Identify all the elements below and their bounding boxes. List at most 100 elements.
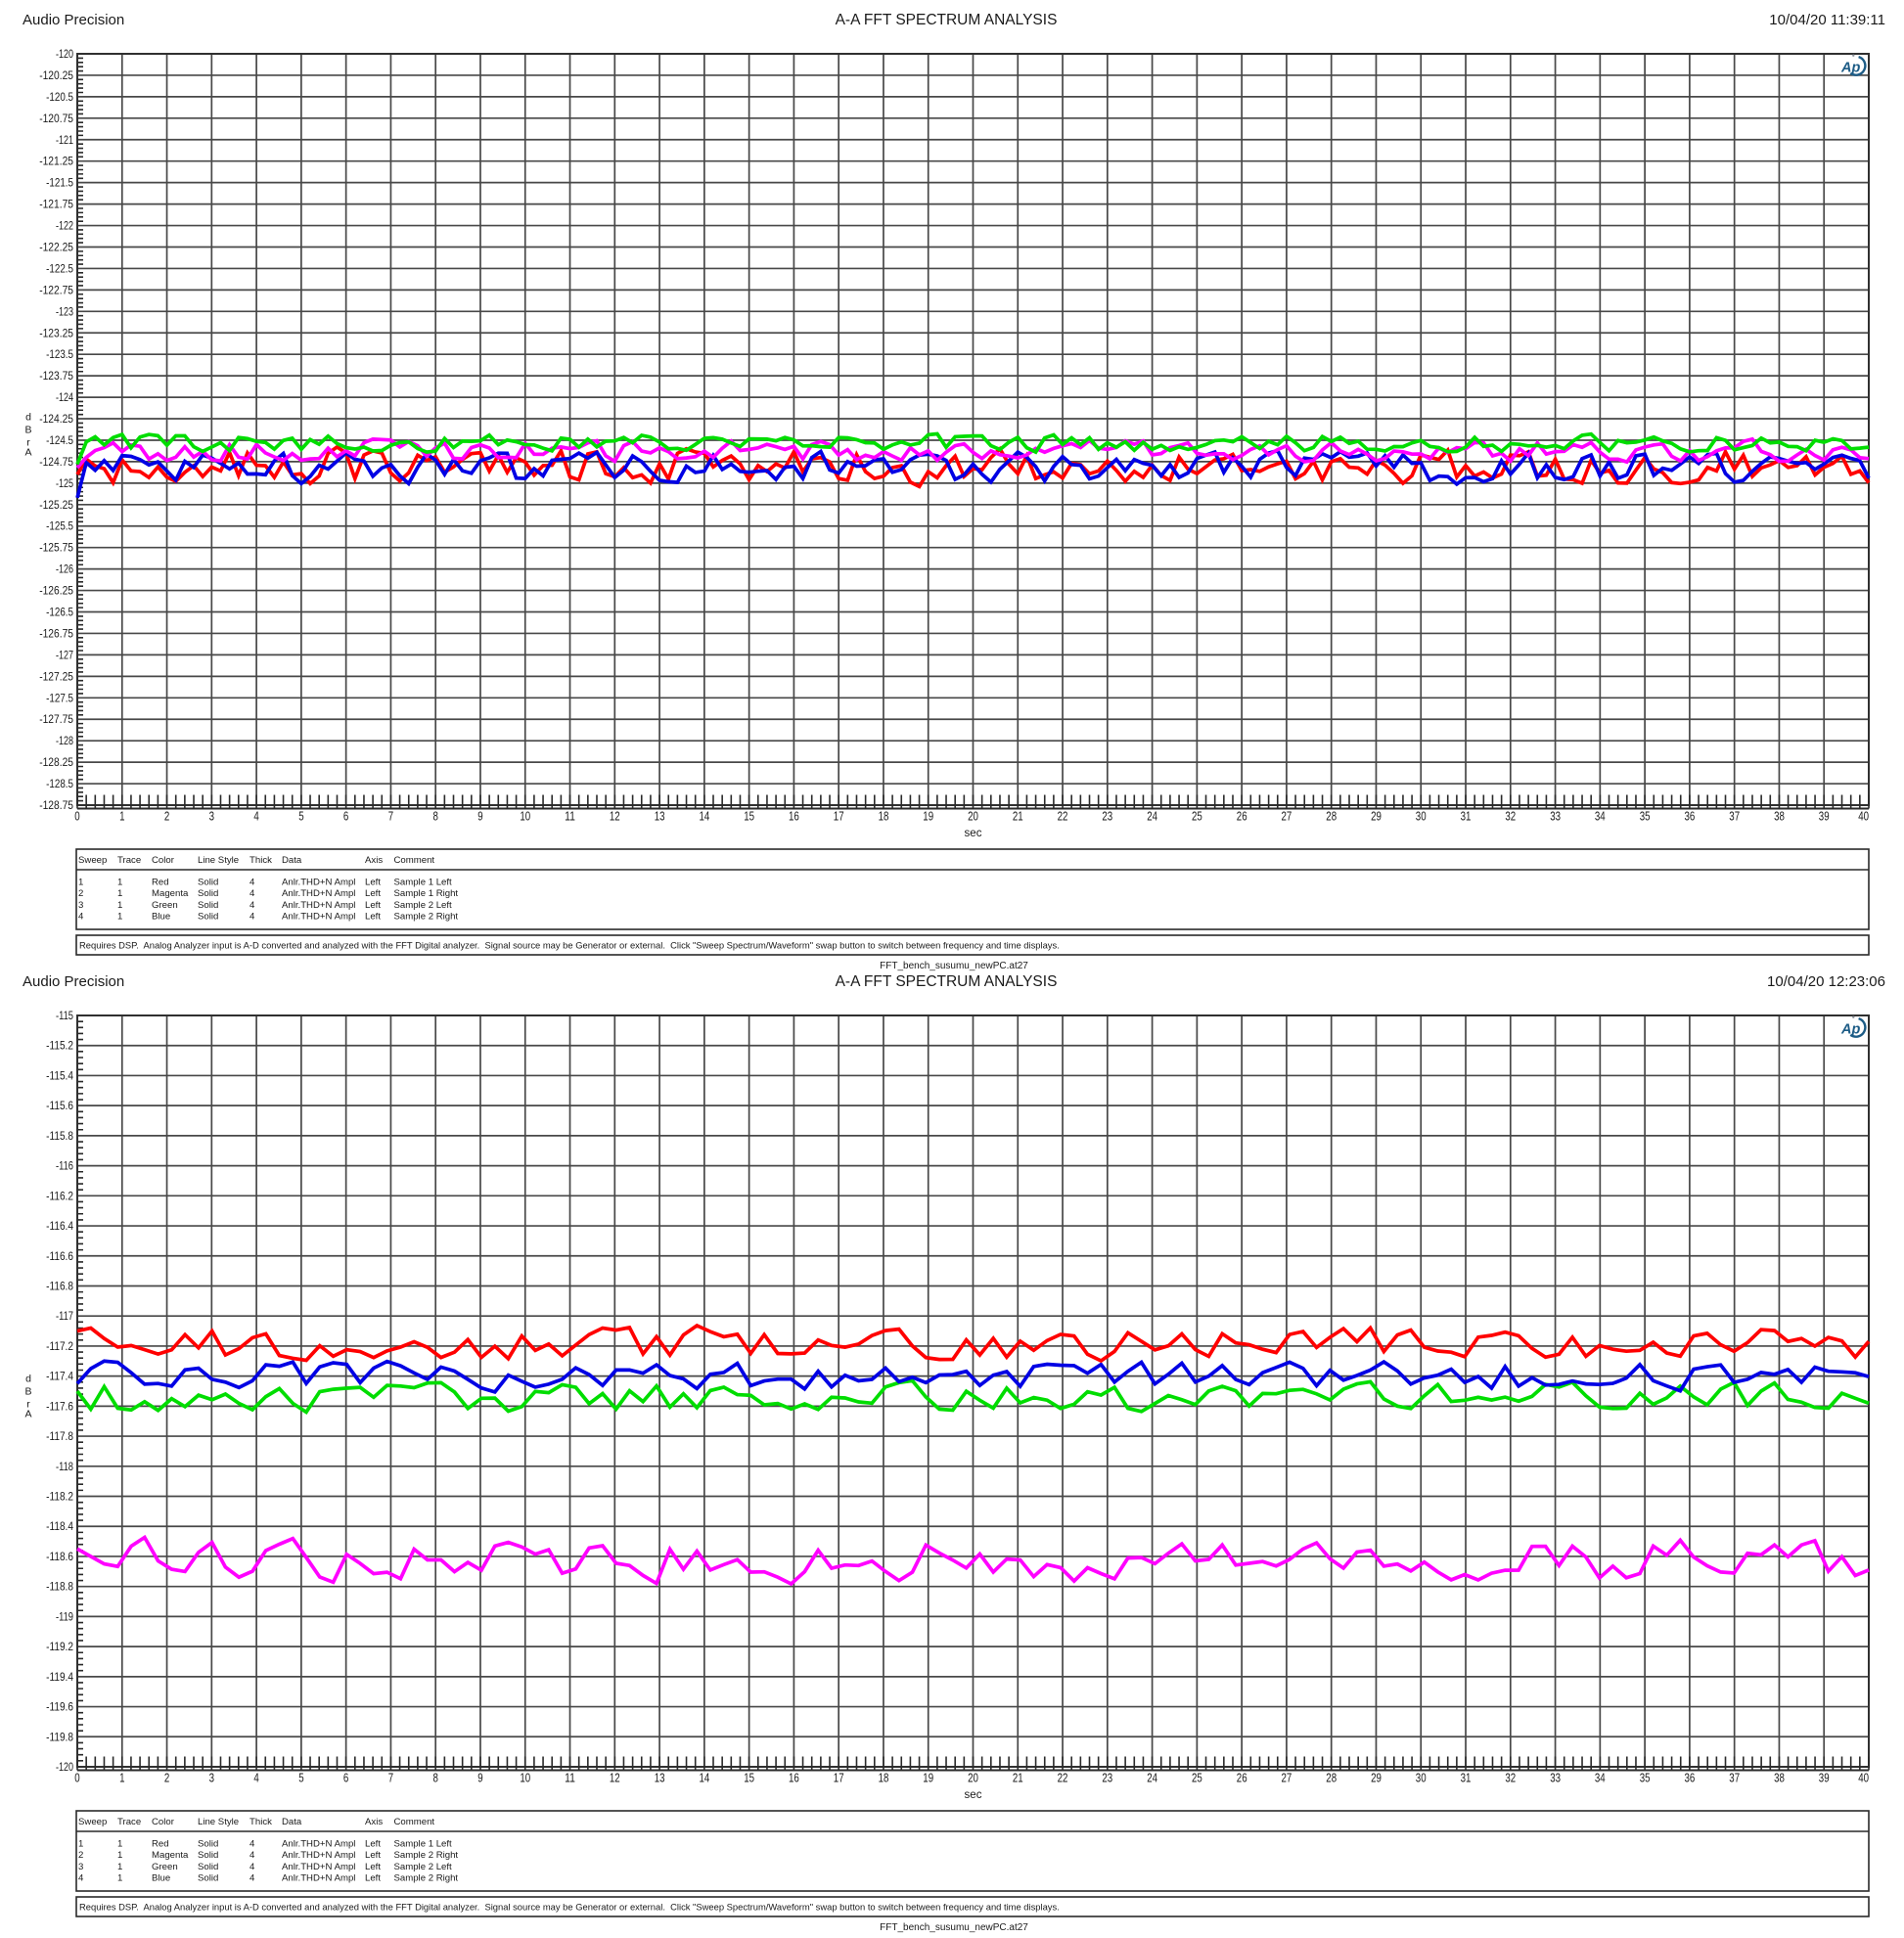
svg-text:34: 34 <box>1595 810 1606 824</box>
svg-text:-126.75: -126.75 <box>39 629 73 641</box>
svg-text:-125: -125 <box>56 478 73 490</box>
svg-text:1: 1 <box>78 1839 83 1850</box>
svg-text:3: 3 <box>209 1772 214 1785</box>
svg-text:4: 4 <box>249 1839 255 1850</box>
svg-text:4: 4 <box>249 900 255 911</box>
svg-text:6: 6 <box>343 810 348 824</box>
svg-text:sec: sec <box>965 828 982 839</box>
svg-text:23: 23 <box>1102 1772 1112 1785</box>
svg-text:Trace: Trace <box>117 1817 141 1827</box>
svg-text:1: 1 <box>117 1850 122 1861</box>
svg-text:Anlr.THD+N Ampl: Anlr.THD+N Ampl <box>282 1850 355 1861</box>
svg-text:17: 17 <box>834 1772 844 1785</box>
svg-text:15: 15 <box>744 810 754 824</box>
svg-text:22: 22 <box>1058 810 1068 824</box>
svg-text:-126.25: -126.25 <box>39 586 73 598</box>
svg-text:-118.4: -118.4 <box>46 1521 73 1533</box>
svg-text:-116.6: -116.6 <box>46 1251 73 1263</box>
svg-text:Green: Green <box>152 900 178 911</box>
svg-text:19: 19 <box>923 1772 933 1785</box>
svg-text:27: 27 <box>1282 1772 1292 1785</box>
svg-text:Audio Precision: Audio Precision <box>23 12 124 28</box>
svg-text:Sample 2 Right: Sample 2 Right <box>394 1850 459 1861</box>
svg-text:Ap: Ap <box>1840 1022 1860 1038</box>
svg-text:Requires DSP. Analog Analyzer: Requires DSP. Analog Analyzer input is A… <box>79 1902 1060 1913</box>
svg-text:-121.75: -121.75 <box>39 200 73 211</box>
svg-text:32: 32 <box>1505 1772 1516 1785</box>
svg-text:Solid: Solid <box>198 1862 218 1872</box>
svg-text:31: 31 <box>1461 1772 1472 1785</box>
svg-text:20: 20 <box>968 1772 978 1785</box>
svg-text:37: 37 <box>1729 810 1740 824</box>
svg-text:-116.8: -116.8 <box>46 1282 73 1293</box>
svg-text:-124.25: -124.25 <box>39 414 73 426</box>
svg-text:-121: -121 <box>56 135 73 147</box>
svg-text:-118.6: -118.6 <box>46 1552 73 1563</box>
svg-text:Left: Left <box>365 900 381 911</box>
svg-text:4: 4 <box>249 912 255 923</box>
svg-text:0: 0 <box>74 1772 79 1785</box>
svg-text:-123: -123 <box>56 306 73 318</box>
svg-text:Red: Red <box>152 1839 169 1850</box>
svg-text:21: 21 <box>1013 1772 1023 1785</box>
svg-text:-118: -118 <box>56 1462 73 1473</box>
svg-text:Blue: Blue <box>152 912 170 923</box>
svg-text:12: 12 <box>610 1772 620 1785</box>
svg-text:Left: Left <box>365 1850 381 1861</box>
svg-text:36: 36 <box>1685 810 1696 824</box>
svg-text:-120.25: -120.25 <box>39 70 73 82</box>
svg-text:Sample 2 Left: Sample 2 Left <box>394 900 453 911</box>
svg-text:-128.5: -128.5 <box>46 779 73 790</box>
svg-text:r: r <box>26 437 30 449</box>
svg-text:-125.75: -125.75 <box>39 543 73 555</box>
svg-text:7: 7 <box>388 810 393 824</box>
svg-text:32: 32 <box>1505 810 1516 824</box>
svg-text:Solid: Solid <box>198 888 218 899</box>
svg-text:Color: Color <box>152 1817 175 1827</box>
svg-text:35: 35 <box>1640 810 1651 824</box>
svg-text:24: 24 <box>1147 810 1157 824</box>
svg-text:38: 38 <box>1774 1772 1785 1785</box>
svg-text:Left: Left <box>365 878 381 888</box>
svg-text:Ap: Ap <box>1840 61 1860 76</box>
svg-text:-115.2: -115.2 <box>46 1041 73 1053</box>
svg-text:r: r <box>26 1399 30 1411</box>
svg-text:-121.5: -121.5 <box>46 178 73 190</box>
svg-text:21: 21 <box>1013 810 1023 824</box>
svg-text:17: 17 <box>834 810 844 824</box>
svg-text:31: 31 <box>1461 810 1472 824</box>
svg-text:Solid: Solid <box>198 1850 218 1861</box>
svg-text:Line Style: Line Style <box>198 855 239 866</box>
svg-text:Left: Left <box>365 1873 381 1884</box>
svg-text:-124.75: -124.75 <box>39 457 73 469</box>
svg-text:Comment: Comment <box>394 1817 435 1827</box>
svg-text:33: 33 <box>1550 810 1561 824</box>
svg-text:Anlr.THD+N Ampl: Anlr.THD+N Ampl <box>282 888 355 899</box>
svg-text:26: 26 <box>1237 810 1247 824</box>
svg-text:B: B <box>24 1386 31 1398</box>
svg-text:10/04/20 12:23:06: 10/04/20 12:23:06 <box>1767 973 1885 990</box>
svg-text:-123.25: -123.25 <box>39 328 73 339</box>
svg-text:Solid: Solid <box>198 1839 218 1850</box>
svg-text:-123.5: -123.5 <box>46 349 73 361</box>
svg-text:4: 4 <box>78 1873 84 1884</box>
svg-text:1: 1 <box>117 900 122 911</box>
svg-text:-127.25: -127.25 <box>39 671 73 683</box>
svg-text:Line Style: Line Style <box>198 1817 239 1827</box>
svg-text:28: 28 <box>1326 810 1337 824</box>
svg-text:Sample 1 Left: Sample 1 Left <box>394 878 453 888</box>
svg-text:-123.75: -123.75 <box>39 371 73 383</box>
svg-text:8: 8 <box>433 1772 438 1785</box>
svg-text:-122.75: -122.75 <box>39 285 73 296</box>
svg-text:3: 3 <box>78 900 83 911</box>
svg-text:Comment: Comment <box>394 855 435 866</box>
svg-text:1: 1 <box>78 878 83 888</box>
svg-text:Left: Left <box>365 888 381 899</box>
svg-text:-122: -122 <box>56 221 73 233</box>
svg-text:Anlr.THD+N Ampl: Anlr.THD+N Ampl <box>282 912 355 923</box>
svg-text:1: 1 <box>117 1862 122 1872</box>
svg-text:29: 29 <box>1371 1772 1382 1785</box>
svg-text:Solid: Solid <box>198 1873 218 1884</box>
svg-text:22: 22 <box>1058 1772 1068 1785</box>
svg-text:Solid: Solid <box>198 912 218 923</box>
